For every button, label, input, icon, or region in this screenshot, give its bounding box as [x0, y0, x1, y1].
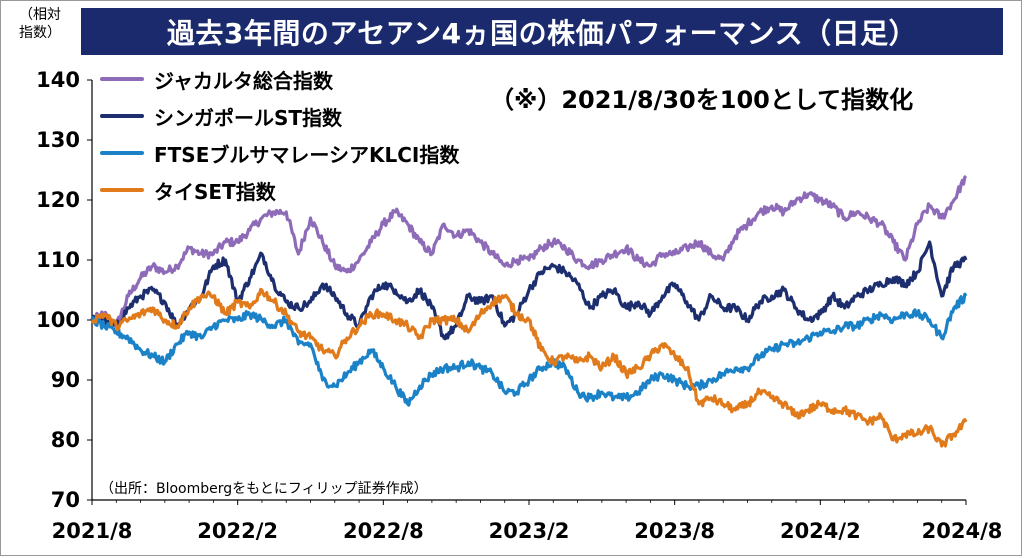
legend-item-singapore: シンガポールST指数 [100, 101, 342, 131]
y-tick-label: 80 [51, 428, 80, 452]
x-tick-label: 2024/2 [780, 519, 861, 543]
chart-axes: 140 130 120 110 100 90 80 70 2021/8 2022/2 2022/8 2… [36, 68, 1002, 543]
legend-swatch-malaysia [100, 151, 144, 155]
y-tick-label: 130 [36, 128, 80, 152]
x-tick-label: 2024/8 [922, 519, 1003, 543]
index-note: （※）2021/8/30を100として指数化 [490, 86, 914, 114]
legend-label-thailand: タイSET指数 [154, 179, 276, 204]
x-tick-label: 2022/2 [197, 519, 278, 543]
y-tick-label: 70 [51, 488, 80, 512]
series-layer [90, 174, 968, 448]
y-unit-label: （相対 指数） [19, 7, 61, 41]
legend-label-singapore: シンガポールST指数 [154, 105, 343, 130]
x-tick-label: 2023/8 [634, 519, 715, 543]
x-tick-label: 2022/8 [343, 519, 424, 543]
legend-item-malaysia: FTSEブルサマレーシアKLCI指数 [100, 138, 459, 168]
y-tick-label: 90 [51, 368, 80, 392]
x-tick-label: 2021/8 [52, 519, 133, 543]
series-line-jakarta [90, 174, 968, 328]
y-tick-label: 140 [36, 68, 80, 92]
legend-label-malaysia: FTSEブルサマレーシアKLCI指数 [154, 142, 460, 167]
legend-label-jakarta: ジャカルタ総合指数 [154, 68, 333, 93]
y-tick-label: 120 [36, 188, 80, 212]
legend-item-thailand: タイSET指数 [100, 175, 276, 205]
series-line-malaysia [90, 292, 968, 407]
legend-item-jakarta: ジャカルタ総合指数 [100, 64, 333, 94]
title-bar: 過去3年間のアセアン4ヵ国の株価パフォーマンス（日足） [81, 8, 1003, 55]
legend-swatch-thailand [100, 188, 144, 192]
series-line-thailand [90, 287, 968, 448]
chart-title: 過去3年間のアセアン4ヵ国の株価パフォーマンス（日足） [166, 16, 918, 50]
legend-swatch-singapore [100, 114, 144, 118]
x-tick-label: 2023/2 [489, 519, 570, 543]
y-tick-label: 110 [36, 248, 80, 272]
source-note: （出所：Bloombergをもとにフィリップ証券作成） [100, 481, 428, 497]
legend-swatch-jakarta [100, 77, 144, 81]
y-tick-label: 100 [36, 308, 80, 332]
